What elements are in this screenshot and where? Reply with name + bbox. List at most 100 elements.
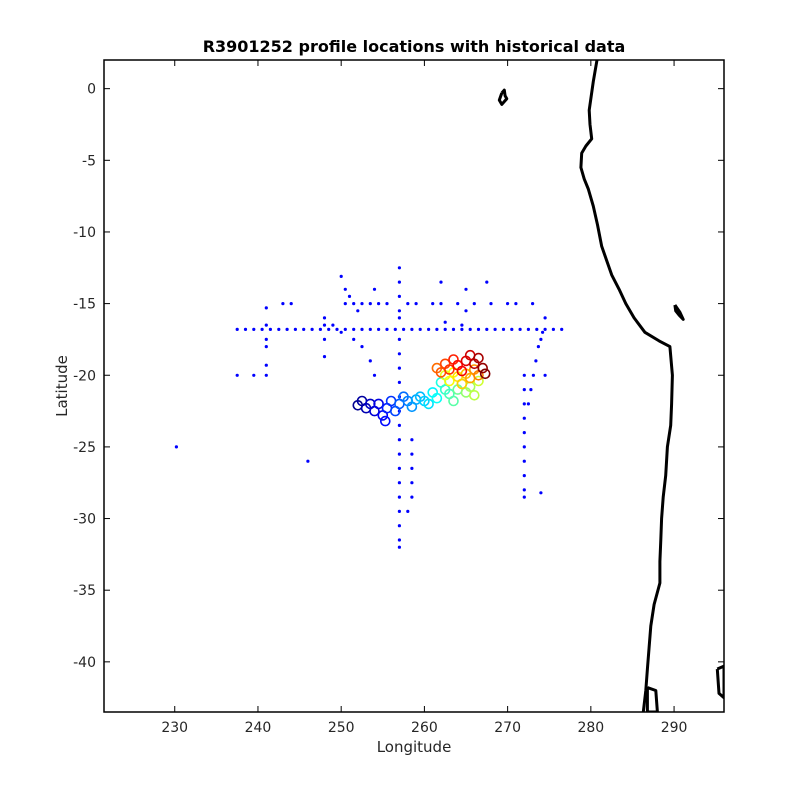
historical-profile-point — [489, 302, 493, 306]
historical-profile-point — [539, 337, 543, 341]
historical-profile-point — [443, 320, 447, 324]
historical-profile-point — [397, 495, 401, 499]
coastline — [497, 60, 724, 712]
historical-profile-point — [377, 327, 381, 331]
historical-profile-point — [368, 359, 372, 363]
historical-profile-point — [352, 337, 356, 341]
y-tick-label: -20 — [73, 368, 96, 384]
historical-profile-point — [397, 524, 401, 528]
historical-profile-point — [510, 327, 514, 331]
coastline-island — [645, 686, 659, 712]
float-profile-point — [473, 352, 484, 364]
historical-profile-point — [260, 327, 264, 331]
historical-profile-point — [397, 438, 401, 442]
historical-profile-point — [356, 309, 360, 313]
historical-profile-point — [501, 327, 506, 331]
historical-profile-point — [518, 327, 522, 331]
historical-profile-point — [339, 274, 343, 278]
historical-profile-point — [543, 327, 547, 331]
historical-profile-point — [464, 287, 468, 291]
float-profile-point — [373, 398, 384, 410]
historical-profile-point — [377, 302, 381, 306]
y-tick-label: 0 — [87, 82, 96, 98]
historical-profile-point — [397, 316, 401, 320]
historical-profile-point — [343, 327, 347, 331]
float-profile-point — [468, 389, 480, 401]
historical-profile-point — [460, 327, 464, 331]
historical-profile-point — [522, 474, 526, 478]
historical-profile-point — [318, 327, 322, 331]
historical-profile-point — [541, 330, 545, 334]
historical-profile-point — [264, 337, 268, 341]
historical-profile-point — [322, 316, 327, 320]
historical-profile-point — [451, 327, 456, 331]
historical-profile-point — [289, 302, 293, 306]
historical-profile-point — [322, 337, 327, 341]
historical-profile-point — [397, 509, 401, 513]
y-tick-label: -5 — [82, 153, 96, 169]
historical-profile-point — [535, 327, 539, 331]
historical-profile-point — [526, 327, 531, 331]
historical-profile-point — [264, 373, 268, 377]
float-profile-point — [444, 364, 455, 375]
historical-profile-point — [397, 380, 401, 384]
historical-profile-point — [435, 327, 439, 331]
historical-profile-point — [397, 280, 401, 284]
historical-profile-point — [310, 327, 314, 331]
float-profile-point — [444, 375, 455, 387]
historical-profile-point — [468, 327, 472, 331]
plot-area — [174, 60, 724, 712]
historical-profile-point — [531, 302, 535, 306]
historical-profile-point — [522, 388, 526, 392]
float-profile-point — [479, 368, 491, 380]
float-profile-point — [431, 392, 443, 404]
historical-profile-point — [476, 327, 481, 331]
historical-profile-point — [472, 302, 476, 306]
historical-profile-point — [397, 545, 401, 549]
historical-profile-point — [460, 323, 464, 327]
historical-profile-point — [368, 327, 372, 331]
historical-profile-point — [360, 327, 364, 331]
x-axis: 230 240 250 260 270 280 290 — [161, 60, 687, 736]
historical-profile-point — [410, 327, 414, 331]
historical-profile-point — [397, 452, 401, 456]
historical-profile-point — [235, 373, 239, 377]
y-tick-label: -10 — [73, 225, 96, 241]
historical-profile-point — [410, 452, 414, 456]
coastline-island — [497, 88, 509, 106]
historical-profile-point — [522, 373, 526, 377]
y-axis-label: Latitude — [53, 355, 71, 417]
historical-profile-point — [235, 327, 239, 331]
historical-profile-point — [410, 495, 414, 499]
y-tick-label: -25 — [73, 440, 96, 456]
historical-profile-point — [414, 302, 418, 306]
historical-profile-point — [243, 327, 248, 331]
x-tick-label: 240 — [245, 720, 272, 736]
historical-profile-point — [485, 327, 489, 331]
historical-profile-point — [406, 509, 410, 513]
historical-profile-point — [343, 287, 347, 291]
historical-profile-point — [264, 363, 268, 367]
historical-profile-point — [397, 352, 401, 356]
historical-profile-point — [368, 302, 372, 306]
historical-profile-point — [339, 330, 343, 334]
historical-profiles-layer — [174, 266, 564, 549]
float-profiles-layer — [352, 349, 491, 427]
historical-profile-point — [514, 302, 518, 306]
historical-profile-point — [560, 327, 564, 331]
historical-profile-point — [293, 327, 297, 331]
historical-profile-point — [522, 402, 526, 406]
historical-profile-point — [522, 431, 526, 435]
x-axis-label: Longitude — [377, 738, 452, 756]
float-profile-point — [456, 365, 468, 377]
historical-profile-point — [506, 302, 510, 306]
historical-profile-point — [526, 402, 531, 406]
historical-profile-point — [522, 416, 526, 420]
historical-profile-point — [439, 302, 443, 306]
historical-profile-point — [485, 280, 489, 284]
historical-profile-point — [327, 327, 331, 331]
historical-profile-point — [397, 366, 401, 370]
x-tick-label: 270 — [494, 720, 521, 736]
historical-profile-point — [443, 327, 447, 331]
